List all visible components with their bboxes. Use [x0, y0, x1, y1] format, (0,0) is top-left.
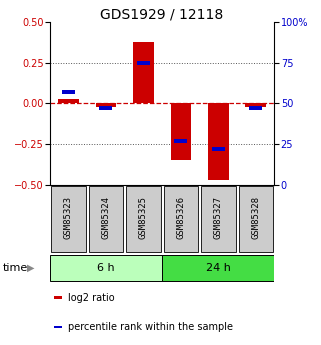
Bar [100, 106, 112, 110]
Bar [133, 42, 154, 104]
Text: GSM85328: GSM85328 [251, 196, 260, 239]
Text: GSM85327: GSM85327 [214, 196, 223, 239]
Bar [201, 186, 236, 252]
Bar [208, 104, 229, 180]
Text: percentile rank within the sample: percentile rank within the sample [68, 322, 233, 332]
Bar [50, 255, 162, 282]
Bar [51, 186, 86, 252]
Bar [96, 104, 116, 107]
Bar [62, 90, 75, 94]
Text: time: time [3, 263, 29, 273]
Bar [89, 186, 123, 252]
Bar [239, 186, 273, 252]
Bar [54, 326, 62, 328]
Text: GSM85326: GSM85326 [176, 196, 185, 239]
Text: 6 h: 6 h [97, 263, 115, 273]
Text: ▶: ▶ [27, 263, 34, 273]
Bar [212, 147, 225, 151]
Bar [162, 255, 274, 282]
Bar [58, 99, 79, 103]
Bar [246, 104, 266, 107]
Bar [54, 296, 62, 299]
Title: GDS1929 / 12118: GDS1929 / 12118 [100, 7, 224, 21]
Bar [126, 186, 160, 252]
Bar [164, 186, 198, 252]
Text: GSM85324: GSM85324 [101, 196, 110, 239]
Text: GSM85325: GSM85325 [139, 196, 148, 239]
Bar [137, 61, 150, 65]
Text: log2 ratio: log2 ratio [68, 293, 115, 303]
Bar [174, 139, 187, 143]
Bar [170, 104, 191, 160]
Text: GSM85323: GSM85323 [64, 196, 73, 239]
Bar [249, 106, 262, 110]
Text: 24 h: 24 h [206, 263, 231, 273]
